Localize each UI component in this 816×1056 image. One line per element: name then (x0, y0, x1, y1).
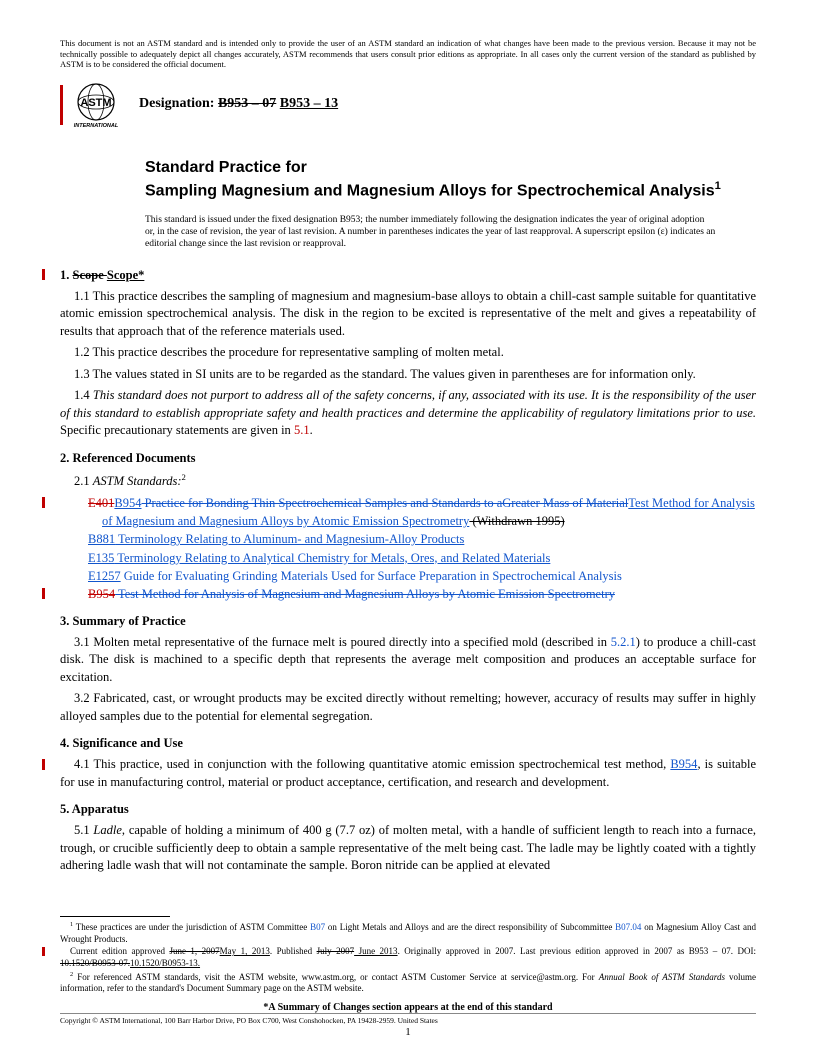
section-4-head: 4. Significance and Use (60, 735, 756, 752)
ref4-code[interactable]: E1257 (88, 569, 121, 583)
para-3-2: 3.2 Fabricated, cast, or wrought product… (60, 690, 756, 725)
para-5-1: 5.1 Ladle, capable of holding a minimum … (60, 822, 756, 875)
ref-4: E1257 Guide for Evaluating Grinding Mate… (88, 567, 756, 585)
svg-text:INTERNATIONAL: INTERNATIONAL (74, 123, 119, 129)
fn1-g: Current edition approved (70, 946, 169, 956)
link-b954[interactable]: B954 (670, 757, 697, 771)
change-bar-icon (42, 269, 45, 280)
p14-end: . (310, 423, 313, 437)
para-1-1: 1.1 This practice describes the sampling… (60, 288, 756, 341)
change-bar-icon (42, 588, 45, 599)
footnote-1: 1 These practices are under the jurisdic… (60, 921, 756, 945)
ref1-new[interactable]: B954 (114, 496, 141, 510)
fn1-link1[interactable]: B07 (310, 922, 325, 932)
copyright: Copyright © ASTM International, 100 Barr… (60, 1013, 756, 1026)
change-bar-icon (42, 759, 45, 770)
ref1-withdrawn: (Withdrawn 1995) (469, 514, 564, 528)
fn1-o: 10.1520/B0953-13. (130, 958, 200, 968)
p51-body: , capable of holding a minimum of 400 g … (60, 823, 756, 872)
svg-text:ASTM: ASTM (80, 97, 111, 109)
section-2-head: 2. Referenced Documents (60, 450, 756, 467)
footnote-2: 2 For referenced ASTM standards, visit t… (60, 971, 756, 995)
ref-3: E135 Terminology Relating to Analytical … (88, 549, 756, 567)
ref5-title: Test Method for Analysis of Magnesium an… (115, 587, 615, 601)
ref1-oldtitle: Practice for Bonding Thin Spectrochemica… (141, 496, 628, 510)
p41-a: 4.1 This practice, used in conjunction w… (74, 757, 670, 771)
p14-lead: 1.4 (74, 388, 93, 402)
issued-note: This standard is issued under the fixed … (145, 214, 716, 251)
fn1-d: on Light Metals and Alloys and are the d… (325, 922, 615, 932)
title-sup: 1 (715, 180, 721, 192)
fn1-i: May 1, 2013 (220, 946, 270, 956)
link-5-2-1[interactable]: 5.2.1 (611, 635, 636, 649)
section-1-head: 1. Scope Scope* (60, 267, 756, 284)
change-bar-icon (60, 85, 63, 125)
fn1-j: . Published (270, 946, 317, 956)
section-5-head: 5. Apparatus (60, 801, 756, 818)
sec1-new: Scope* (107, 268, 145, 282)
sub21-sup: 2 (182, 472, 186, 482)
sub21-it: ASTM Standards: (93, 474, 182, 488)
fn1-n: 10.1520/B0953-07. (60, 958, 130, 968)
ref-5: B954 Test Method for Analysis of Magnesi… (88, 585, 756, 603)
p14-tail: Specific precautionary statements are gi… (60, 423, 294, 437)
change-bar-icon (42, 947, 45, 956)
title-line1: Standard Practice for (145, 159, 307, 176)
header-row: ASTM INTERNATIONAL Designation: B953 – 0… (60, 80, 756, 130)
sec1-old: Scope (73, 268, 107, 282)
sub21: 2.1 (74, 474, 93, 488)
fn1-m: . Originally approved in 2007. Last prev… (398, 946, 756, 956)
disclaimer-text: This document is not an ASTM standard an… (60, 38, 756, 70)
title-line2: Sampling Magnesium and Magnesium Alloys … (145, 182, 715, 199)
sec1-num: 1. (60, 268, 73, 282)
ref-list: E401B954 Practice for Bonding Thin Spect… (88, 494, 756, 603)
p51-num: 5.1 (74, 823, 93, 837)
link-5-1[interactable]: 5.1 (294, 423, 310, 437)
fn1-link2[interactable]: B07.04 (615, 922, 641, 932)
ref2-code[interactable]: B881 (88, 532, 115, 546)
fn2-b: For referenced ASTM standards, visit the… (73, 972, 599, 982)
para-1-4: 1.4 This standard does not purport to ad… (60, 387, 756, 440)
footnotes: 1 These practices are under the jurisdic… (60, 916, 756, 996)
change-bar-icon (42, 497, 45, 508)
p31-a: 3.1 Molten metal representative of the f… (74, 635, 611, 649)
ref3-title[interactable]: Terminology Relating to Analytical Chemi… (114, 551, 550, 565)
fn1-h: June 1, 2007 (169, 946, 219, 956)
fn2-c: Annual Book of ASTM Standards (599, 972, 725, 982)
ref5-code: B954 (88, 587, 115, 601)
ref-1: E401B954 Practice for Bonding Thin Spect… (88, 494, 756, 530)
para-1-3: 1.3 The values stated in SI units are to… (60, 366, 756, 384)
fn1-k: July 2007 (317, 946, 355, 956)
para-4-1: 4.1 This practice, used in conjunction w… (60, 756, 756, 791)
designation-new: B953 – 13 (280, 96, 338, 111)
document-title: Standard Practice for Sampling Magnesium… (145, 158, 756, 202)
p51-it: Ladle (93, 823, 121, 837)
ref4-title[interactable]: Guide for Evaluating Grinding Materials … (121, 569, 622, 583)
fn1-l: June 2013 (354, 946, 397, 956)
section-3-head: 3. Summary of Practice (60, 613, 756, 630)
p14-italic: This standard does not purport to addres… (60, 388, 756, 420)
footnote-rule (60, 916, 170, 917)
title-block: Standard Practice for Sampling Magnesium… (145, 158, 756, 202)
ref1-old: E401 (88, 496, 114, 510)
para-2-1: 2.1 ASTM Standards:2 (60, 471, 756, 491)
page-number: 1 (0, 1025, 816, 1040)
fn1-b: These practices are under the jurisdicti… (73, 922, 310, 932)
footnote-1b: Current edition approved June 1, 2007May… (60, 946, 756, 969)
astm-logo: ASTM INTERNATIONAL (71, 80, 121, 130)
para-1-2: 1.2 This practice describes the procedur… (60, 344, 756, 362)
ref2-title[interactable]: Terminology Relating to Aluminum- and Ma… (115, 532, 464, 546)
designation-old: B953 – 07 (218, 96, 276, 111)
designation: Designation: B953 – 07 B953 – 13 (139, 95, 338, 114)
para-3-1: 3.1 Molten metal representative of the f… (60, 634, 756, 687)
ref-2: B881 Terminology Relating to Aluminum- a… (88, 530, 756, 548)
ref3-code[interactable]: E135 (88, 551, 114, 565)
designation-label: Designation: (139, 96, 218, 111)
